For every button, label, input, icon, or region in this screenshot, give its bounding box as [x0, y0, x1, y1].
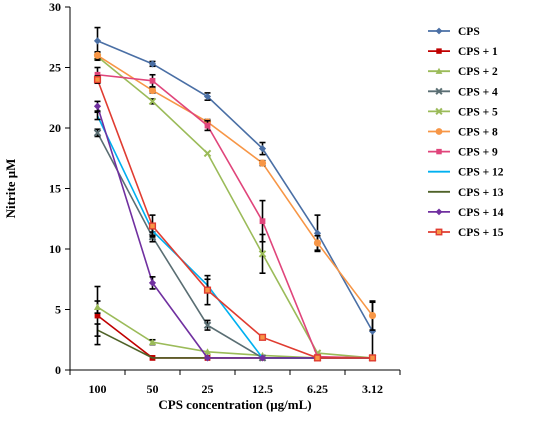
data-point	[94, 71, 101, 78]
x-tick-label: 6.25	[307, 382, 328, 396]
x-axis-ticks: 100 50 25 12.5 6.25 3.12	[69, 370, 401, 396]
legend-item: CPS + 1	[428, 46, 498, 58]
series-cps	[93, 26, 377, 362]
legend-label: CPS + 15	[458, 227, 504, 239]
y-tick-label: 20	[49, 121, 61, 135]
legend-label: CPS + 2	[458, 66, 498, 78]
data-point	[313, 239, 322, 247]
legend: CPS CPS + 1 CPS + 2 CPS + 4 CPS + 5 CPS + 8 CP…	[428, 26, 504, 239]
data-point	[94, 312, 101, 319]
legend-marker	[436, 48, 442, 54]
legend-label: CPS + 5	[458, 106, 498, 118]
y-axis-ticks: 0 5 10 15 20 25 30	[49, 0, 70, 377]
legend-item: CPS + 9	[428, 147, 498, 159]
series-line	[96, 105, 373, 359]
legend-item: CPS + 4	[428, 86, 498, 98]
data-point	[93, 102, 102, 110]
data-point	[93, 51, 102, 60]
data-point	[203, 149, 212, 158]
legend-item: CPS + 13	[428, 187, 504, 199]
series-cps-15	[93, 75, 377, 362]
x-tick-label: 12.5	[252, 382, 273, 396]
data-point	[148, 222, 157, 230]
data-point	[203, 286, 212, 294]
data-point	[368, 311, 377, 320]
series-line	[97, 54, 374, 317]
y-tick-label: 0	[55, 363, 61, 377]
legend-marker	[435, 208, 443, 216]
legend-label: CPS	[458, 26, 480, 38]
series-line	[96, 79, 373, 359]
data-point	[148, 86, 157, 95]
legend-item: CPS + 12	[428, 167, 504, 179]
data-point	[148, 60, 157, 68]
legend-label: CPS + 8	[458, 127, 498, 139]
y-axis-title: Nitrite μM	[3, 159, 18, 219]
data-point	[259, 218, 266, 225]
legend-marker	[435, 67, 443, 74]
data-point	[313, 354, 322, 362]
series-cps-8	[93, 50, 377, 331]
legend-label: CPS + 14	[458, 207, 504, 219]
x-tick-label: 100	[89, 382, 107, 396]
x-tick-label: 25	[202, 382, 214, 396]
legend-item: CPS + 2	[428, 66, 498, 78]
legend-item: CPS + 14	[428, 207, 504, 219]
data-point	[368, 354, 377, 362]
legend-marker	[436, 148, 442, 155]
data-point	[93, 129, 102, 137]
y-tick-label: 5	[55, 303, 61, 317]
legend-label: CPS + 1	[458, 46, 498, 58]
data-point	[149, 77, 156, 84]
data-point	[93, 76, 102, 84]
data-point	[148, 97, 157, 106]
series-cps-4	[93, 128, 377, 362]
error-bar	[94, 323, 101, 337]
series-cps-9	[94, 66, 376, 361]
data-point	[203, 354, 212, 362]
legend-marker	[435, 27, 443, 35]
data-point	[148, 279, 157, 287]
x-tick-label: 50	[147, 382, 159, 396]
data-point	[93, 37, 102, 45]
data-point	[258, 159, 267, 167]
data-point	[258, 144, 267, 153]
legend-item: CPS + 15	[428, 227, 504, 239]
series-line	[97, 40, 374, 332]
series-layer	[93, 26, 377, 362]
y-tick-label: 15	[49, 182, 61, 196]
series-cps-12	[94, 111, 373, 359]
y-tick-label: 25	[49, 61, 61, 75]
x-tick-label: 3.12	[362, 382, 383, 396]
data-point	[258, 354, 267, 362]
data-point	[93, 303, 102, 310]
legend-item: CPS + 5	[428, 106, 498, 118]
data-point	[148, 338, 157, 346]
series-line	[97, 73, 373, 359]
legend-marker	[435, 228, 443, 236]
data-point	[258, 333, 267, 341]
y-tick-label: 10	[49, 242, 61, 256]
legend-label: CPS + 9	[458, 147, 498, 159]
legend-item: CPS + 8	[428, 127, 498, 139]
data-point	[203, 348, 212, 355]
legend-marker	[435, 107, 443, 115]
data-point	[203, 321, 212, 329]
legend-item: CPS	[428, 26, 480, 38]
legend-marker	[435, 87, 443, 95]
series-line	[96, 55, 373, 359]
data-point	[258, 250, 267, 258]
legend-label: CPS + 13	[458, 187, 504, 199]
legend-label: CPS + 4	[458, 86, 498, 98]
x-axis-title: CPS concentration (μg/mL)	[158, 397, 311, 412]
data-point	[204, 122, 211, 129]
series-cps-2	[93, 300, 377, 361]
y-tick-label: 30	[49, 0, 61, 14]
series-line	[96, 132, 373, 359]
legend-label: CPS + 12	[458, 167, 504, 179]
legend-marker	[435, 128, 443, 135]
data-point	[203, 92, 212, 101]
